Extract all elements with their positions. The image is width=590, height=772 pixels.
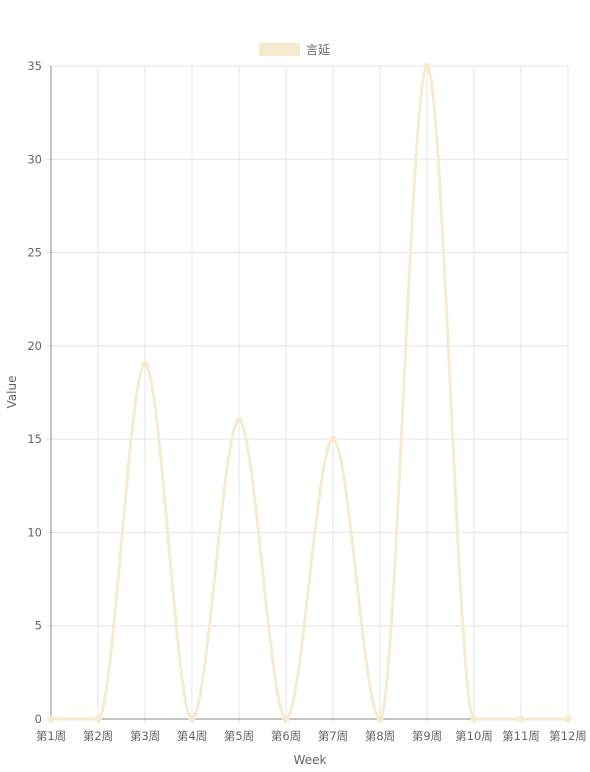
data-point[interactable] bbox=[141, 361, 149, 369]
y-tick-label: 5 bbox=[35, 619, 42, 633]
data-points bbox=[47, 62, 572, 723]
grid bbox=[51, 65, 569, 719]
y-tick-label: 15 bbox=[27, 432, 42, 446]
x-tick-label: 第10周 bbox=[455, 729, 493, 743]
legend-label: 言延 bbox=[306, 43, 330, 57]
data-point[interactable] bbox=[376, 715, 384, 723]
x-tick-labels: 第1周 第2周 第3周 第4周 第5周 第6周 第7周 第8周 第9周 第10周 第11周 第12周 bbox=[36, 729, 587, 743]
x-tick-label: 第5周 bbox=[224, 729, 254, 743]
y-tick-label: 25 bbox=[27, 246, 42, 260]
x-tick-label: 第9周 bbox=[412, 729, 442, 743]
x-axis-title: Week bbox=[294, 753, 327, 767]
x-tick-label: 第8周 bbox=[365, 729, 395, 743]
x-tick-label: 第6周 bbox=[271, 729, 301, 743]
data-point[interactable] bbox=[235, 416, 243, 424]
x-tick-label: 第1周 bbox=[36, 729, 66, 743]
y-tick-label: 0 bbox=[35, 712, 42, 726]
data-point[interactable] bbox=[94, 715, 102, 723]
data-point[interactable] bbox=[47, 715, 55, 723]
data-point[interactable] bbox=[188, 715, 196, 723]
data-point[interactable] bbox=[564, 715, 572, 723]
y-tick-label: 30 bbox=[27, 152, 42, 166]
legend-swatch bbox=[259, 43, 300, 56]
y-tick-label: 10 bbox=[27, 525, 42, 539]
y-tick-label: 35 bbox=[27, 59, 42, 73]
data-point[interactable] bbox=[423, 62, 431, 70]
x-tick-label: 第2周 bbox=[83, 729, 113, 743]
x-tick-label: 第12周 bbox=[549, 729, 587, 743]
data-point[interactable] bbox=[282, 715, 290, 723]
data-point[interactable] bbox=[329, 435, 337, 443]
y-tick-label: 20 bbox=[27, 339, 42, 353]
x-tick-label: 第11周 bbox=[502, 729, 540, 743]
x-tick-label: 第4周 bbox=[177, 729, 207, 743]
x-tick-label: 第3周 bbox=[130, 729, 160, 743]
data-point[interactable] bbox=[517, 715, 525, 723]
y-tick-labels: 0 5 10 15 20 25 30 35 bbox=[27, 59, 42, 726]
y-axis-title: Value bbox=[5, 376, 19, 409]
x-tick-label: 第7周 bbox=[318, 729, 348, 743]
data-point[interactable] bbox=[470, 715, 478, 723]
series-line bbox=[50, 64, 568, 721]
legend[interactable]: 言延 bbox=[259, 43, 330, 57]
